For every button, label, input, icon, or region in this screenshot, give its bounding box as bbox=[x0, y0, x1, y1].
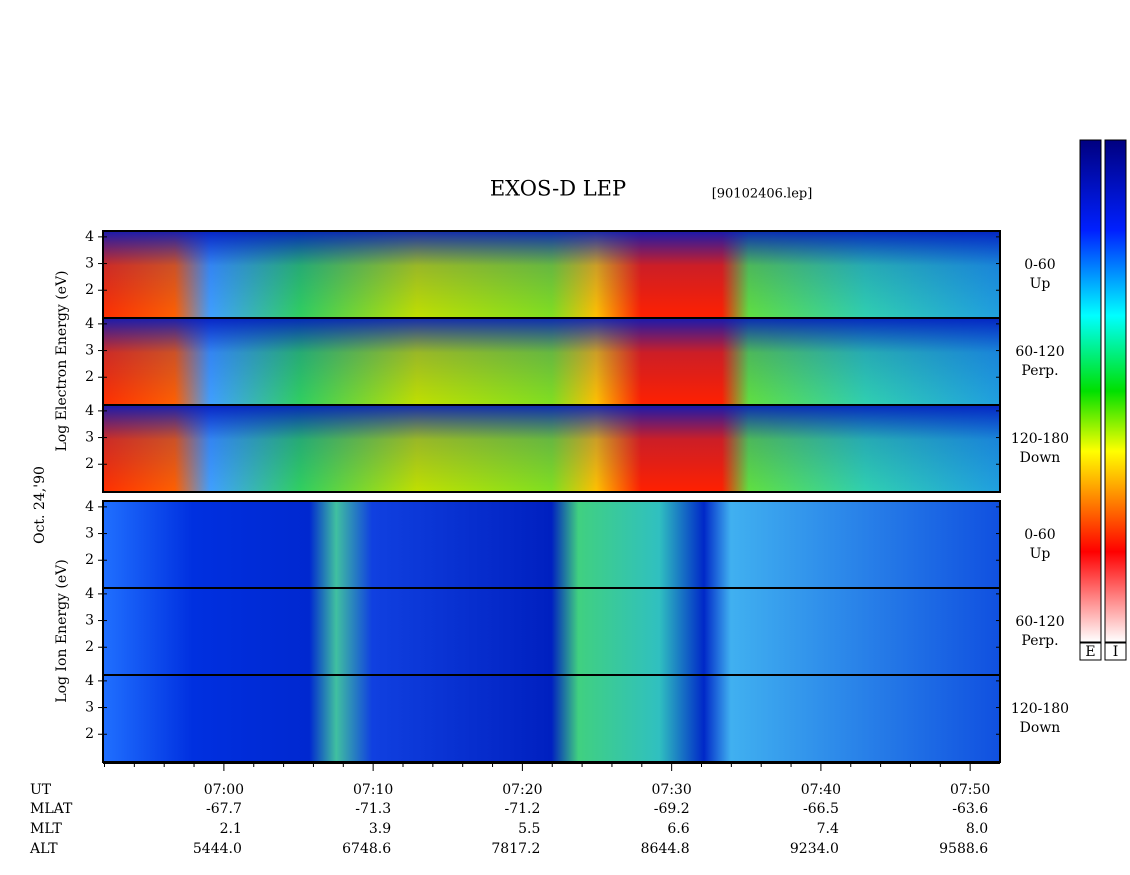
x-tick-label: 07:50 bbox=[950, 782, 990, 798]
ephemeris-value: 6748.6 bbox=[342, 841, 391, 857]
colorbar-label-box bbox=[1104, 642, 1127, 661]
panel-angle: 0-60 bbox=[1024, 257, 1055, 273]
ephemeris-value: 3.9 bbox=[369, 821, 391, 837]
y-tick-label: 4 bbox=[85, 586, 94, 602]
y-tick-label: 3 bbox=[85, 430, 94, 446]
x-tick-label: 07:30 bbox=[651, 782, 691, 798]
panel-angle: 120-180 bbox=[1011, 431, 1069, 447]
x-tick-label: 07:10 bbox=[353, 782, 393, 798]
panel-direction: Up bbox=[1030, 546, 1051, 562]
spectrogram-shade bbox=[103, 318, 1000, 405]
y-tick-label: 3 bbox=[85, 256, 94, 272]
colorbars: E I bbox=[1079, 139, 1127, 661]
y-tick-label: 4 bbox=[85, 499, 94, 515]
spectrogram-shade bbox=[103, 405, 1000, 492]
filename: [90102406.lep] bbox=[712, 187, 813, 202]
spectrogram-panel bbox=[103, 675, 1000, 762]
y-tick-label: 2 bbox=[85, 369, 94, 385]
colorbar bbox=[1104, 139, 1127, 643]
row-label: ALT bbox=[29, 841, 58, 857]
date-label: Oct. 24,'90 bbox=[32, 466, 48, 544]
panel-direction: Down bbox=[1020, 720, 1061, 736]
panel-frame bbox=[102, 404, 1001, 493]
ephemeris-value: 8.0 bbox=[966, 821, 988, 837]
y-tick-label: 3 bbox=[85, 343, 94, 359]
ephemeris-value: -71.3 bbox=[355, 801, 391, 817]
y-tick-label: 2 bbox=[85, 639, 94, 655]
panel-angle: 60-120 bbox=[1015, 344, 1064, 360]
ephemeris-value: 8644.8 bbox=[641, 841, 690, 857]
ephemeris-value: 7.4 bbox=[817, 821, 839, 837]
y-tick-label: 2 bbox=[85, 552, 94, 568]
row-label: UT bbox=[30, 782, 52, 798]
panel-angle: 0-60 bbox=[1024, 527, 1055, 543]
row-label: MLT bbox=[30, 821, 62, 837]
x-tick-label: 07:40 bbox=[801, 782, 841, 798]
y-tick-label: 3 bbox=[85, 700, 94, 716]
y-tick-label: 2 bbox=[85, 282, 94, 298]
y-tick-label: 3 bbox=[85, 526, 94, 542]
y-tick-label: 4 bbox=[85, 403, 94, 419]
ephemeris-value: 9234.0 bbox=[790, 841, 839, 857]
row-label: MLAT bbox=[30, 801, 73, 817]
x-tick-label: 07:20 bbox=[502, 782, 542, 798]
ephemeris-value: -66.5 bbox=[803, 801, 839, 817]
y-tick-label: 2 bbox=[85, 456, 94, 472]
ephemeris-value: 2.1 bbox=[220, 821, 242, 837]
y-tick-label: 2 bbox=[85, 726, 94, 742]
colorbar-label: E bbox=[1085, 644, 1095, 660]
spectrogram-panel bbox=[103, 501, 1000, 588]
panel-angle: 120-180 bbox=[1011, 701, 1069, 717]
spectrogram-panel bbox=[103, 588, 1000, 675]
y-axis-label: Log Electron Energy (eV) bbox=[54, 270, 70, 451]
colorbar bbox=[1079, 139, 1102, 643]
y-tick-label: 3 bbox=[85, 613, 94, 629]
y-tick-label: 4 bbox=[85, 229, 94, 245]
panel-direction: Up bbox=[1030, 276, 1051, 292]
panel-direction: Perp. bbox=[1021, 633, 1058, 649]
ephemeris-value: 6.6 bbox=[667, 821, 689, 837]
ephemeris-value: -71.2 bbox=[504, 801, 540, 817]
title: EXOS-D LEP bbox=[490, 177, 626, 201]
ephemeris-value: 5444.0 bbox=[193, 841, 242, 857]
spectrogram-shade bbox=[103, 231, 1000, 318]
ephemeris-value: 5.5 bbox=[518, 821, 540, 837]
ephemeris-value: 7817.2 bbox=[491, 841, 540, 857]
colorbar-label: I bbox=[1113, 644, 1119, 660]
ephemeris-value: -69.2 bbox=[654, 801, 690, 817]
x-tick-label: 07:00 bbox=[204, 782, 244, 798]
panel-direction: Perp. bbox=[1021, 363, 1058, 379]
panel-direction: Down bbox=[1020, 450, 1061, 466]
ephemeris-value: -67.7 bbox=[206, 801, 242, 817]
y-tick-label: 4 bbox=[85, 673, 94, 689]
panel-angle: 60-120 bbox=[1015, 614, 1064, 630]
ephemeris-value: -63.6 bbox=[952, 801, 988, 817]
y-tick-label: 4 bbox=[85, 316, 94, 332]
ephemeris-value: 9588.6 bbox=[939, 841, 988, 857]
colorbar-label-box bbox=[1079, 642, 1102, 661]
y-axis-label: Log Ion Energy (eV) bbox=[54, 559, 70, 702]
